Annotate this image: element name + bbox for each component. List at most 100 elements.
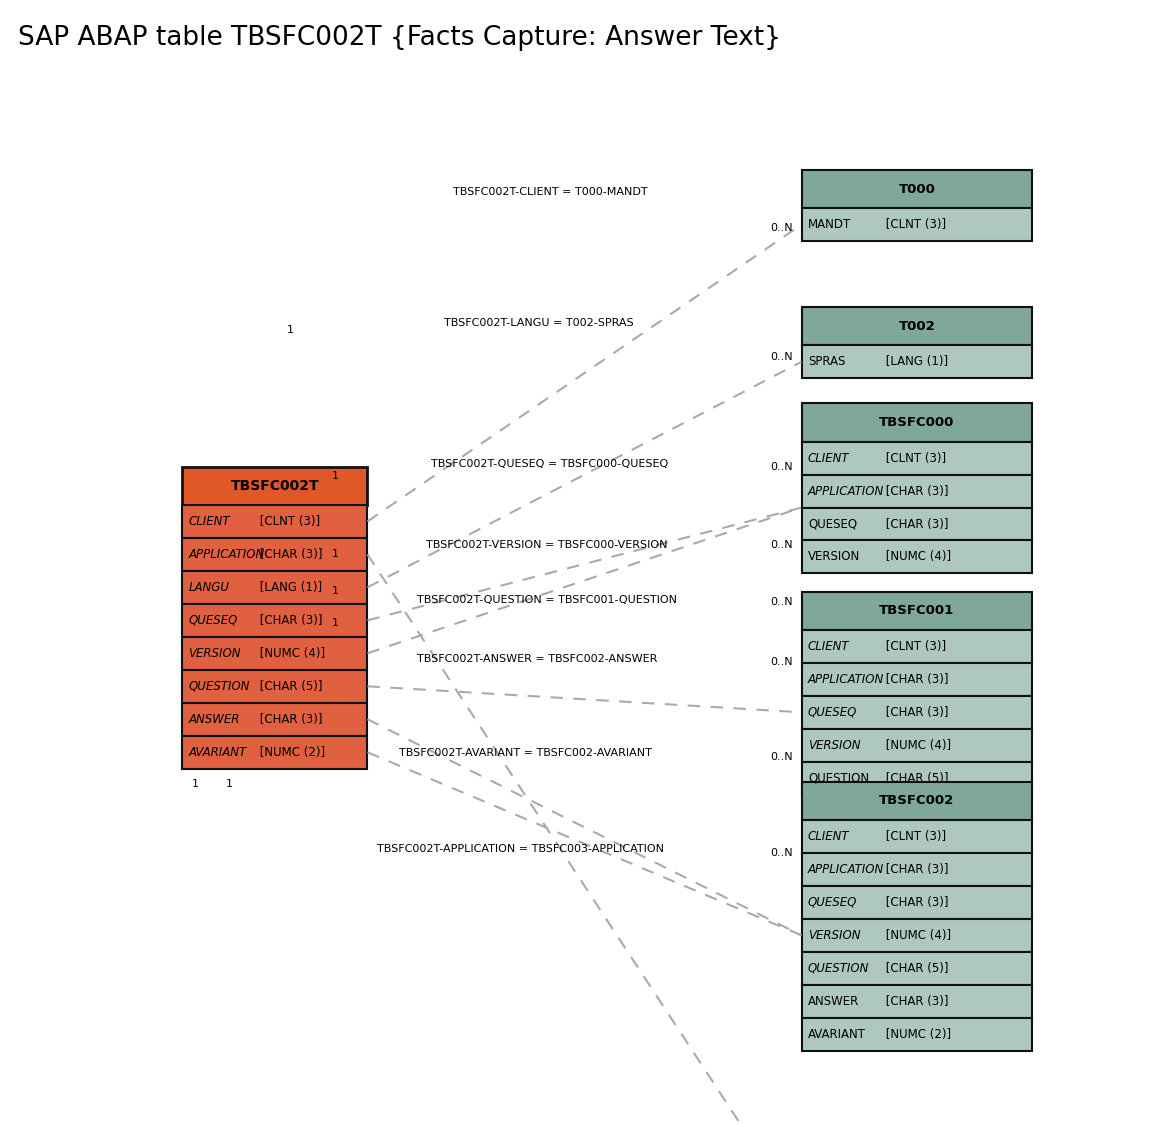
Text: [CHAR (3)]: [CHAR (3)] <box>257 548 323 561</box>
Text: [CHAR (3)]: [CHAR (3)] <box>882 673 949 686</box>
Text: [NUMC (2)]: [NUMC (2)] <box>257 746 326 758</box>
Text: VERSION: VERSION <box>808 550 860 564</box>
Text: 0..N: 0..N <box>770 657 792 667</box>
Text: 0..N: 0..N <box>770 752 792 762</box>
Text: 0..N: 0..N <box>770 352 792 362</box>
FancyBboxPatch shape <box>182 669 368 703</box>
Text: 1: 1 <box>193 779 200 789</box>
Text: TBSFC002T-ANSWER = TBSFC002-ANSWER: TBSFC002T-ANSWER = TBSFC002-ANSWER <box>418 654 657 664</box>
Text: SAP ABAP table TBSFC002T {Facts Capture: Answer Text}: SAP ABAP table TBSFC002T {Facts Capture:… <box>18 25 781 51</box>
FancyBboxPatch shape <box>802 345 1032 379</box>
Text: AVARIANT: AVARIANT <box>188 746 246 758</box>
Text: ANSWER: ANSWER <box>188 712 239 726</box>
FancyBboxPatch shape <box>182 703 368 736</box>
FancyBboxPatch shape <box>802 695 1032 729</box>
FancyBboxPatch shape <box>802 541 1032 574</box>
FancyBboxPatch shape <box>802 307 1032 345</box>
Text: CLIENT: CLIENT <box>188 515 230 527</box>
Text: TBSFC002T-AVARIANT = TBSFC002-AVARIANT: TBSFC002T-AVARIANT = TBSFC002-AVARIANT <box>399 748 652 758</box>
FancyBboxPatch shape <box>182 637 368 669</box>
Text: [CLNT (3)]: [CLNT (3)] <box>882 829 946 843</box>
FancyBboxPatch shape <box>182 538 368 571</box>
Text: 0..N: 0..N <box>770 848 792 858</box>
Text: [NUMC (4)]: [NUMC (4)] <box>882 739 951 752</box>
Text: [NUMC (4)]: [NUMC (4)] <box>882 550 951 564</box>
Text: [LANG (1)]: [LANG (1)] <box>882 355 949 369</box>
FancyBboxPatch shape <box>802 729 1032 762</box>
Text: [NUMC (4)]: [NUMC (4)] <box>257 647 326 659</box>
Text: TBSFC000: TBSFC000 <box>879 416 955 429</box>
Text: 1: 1 <box>333 618 340 628</box>
Text: TBSFC002T-QUESTION = TBSFC001-QUESTION: TBSFC002T-QUESTION = TBSFC001-QUESTION <box>418 595 677 605</box>
Text: TBSFC001: TBSFC001 <box>879 604 955 618</box>
Text: QUESTION: QUESTION <box>808 772 869 784</box>
FancyBboxPatch shape <box>802 208 1032 241</box>
Text: [CHAR (3)]: [CHAR (3)] <box>257 712 323 726</box>
FancyBboxPatch shape <box>802 985 1032 1018</box>
Text: 1: 1 <box>333 471 340 481</box>
Text: [LANG (1)]: [LANG (1)] <box>257 580 322 594</box>
Text: 0..N: 0..N <box>770 223 792 233</box>
Text: QUESEQ: QUESEQ <box>188 614 238 627</box>
Text: [CLNT (3)]: [CLNT (3)] <box>257 515 320 527</box>
FancyBboxPatch shape <box>802 820 1032 853</box>
FancyBboxPatch shape <box>802 762 1032 795</box>
Text: 0..N: 0..N <box>770 597 792 607</box>
Text: CLIENT: CLIENT <box>808 640 850 653</box>
Text: [CHAR (5)]: [CHAR (5)] <box>257 680 323 693</box>
Text: [CHAR (3)]: [CHAR (3)] <box>882 995 949 1008</box>
Text: VERSION: VERSION <box>188 647 240 659</box>
Text: TBSFC002T-APPLICATION = TBSFC003-APPLICATION: TBSFC002T-APPLICATION = TBSFC003-APPLICA… <box>377 844 664 853</box>
FancyBboxPatch shape <box>802 782 1032 820</box>
FancyBboxPatch shape <box>182 736 368 769</box>
FancyBboxPatch shape <box>802 507 1032 541</box>
FancyBboxPatch shape <box>182 505 368 538</box>
FancyBboxPatch shape <box>802 952 1032 985</box>
Text: APPLICATION: APPLICATION <box>808 485 885 497</box>
Text: [CHAR (3)]: [CHAR (3)] <box>882 517 949 531</box>
Text: APPLICATION: APPLICATION <box>808 863 885 876</box>
FancyBboxPatch shape <box>802 403 1032 442</box>
Text: 0..N: 0..N <box>770 462 792 472</box>
Text: [CLNT (3)]: [CLNT (3)] <box>882 452 946 464</box>
Text: [NUMC (4)]: [NUMC (4)] <box>882 929 951 942</box>
Text: APPLICATION: APPLICATION <box>808 673 885 686</box>
Text: TBSFC002: TBSFC002 <box>879 795 955 807</box>
Text: VERSION: VERSION <box>808 929 860 942</box>
Text: T002: T002 <box>899 320 935 332</box>
Text: [CHAR (3)]: [CHAR (3)] <box>882 896 949 908</box>
Text: [CHAR (3)]: [CHAR (3)] <box>882 485 949 497</box>
FancyBboxPatch shape <box>802 442 1032 474</box>
Text: TBSFC002T-QUESEQ = TBSFC000-QUESEQ: TBSFC002T-QUESEQ = TBSFC000-QUESEQ <box>431 459 668 469</box>
Text: TBSFC002T: TBSFC002T <box>230 479 319 492</box>
Text: CLIENT: CLIENT <box>808 829 850 843</box>
Text: [NUMC (2)]: [NUMC (2)] <box>882 1028 951 1040</box>
Text: TBSFC002T-VERSION = TBSFC000-VERSION: TBSFC002T-VERSION = TBSFC000-VERSION <box>426 540 668 550</box>
Text: 1: 1 <box>333 549 340 559</box>
FancyBboxPatch shape <box>802 663 1032 695</box>
FancyBboxPatch shape <box>182 571 368 604</box>
Text: CLIENT: CLIENT <box>808 452 850 464</box>
Text: T000: T000 <box>899 183 935 196</box>
Text: APPLICATION: APPLICATION <box>188 548 265 561</box>
Text: [CHAR (3)]: [CHAR (3)] <box>882 706 949 719</box>
Text: 1: 1 <box>225 779 232 789</box>
Text: QUESTION: QUESTION <box>808 961 869 975</box>
Text: VERSION: VERSION <box>808 739 860 752</box>
Text: SPRAS: SPRAS <box>808 355 845 369</box>
Text: AVARIANT: AVARIANT <box>808 1028 866 1040</box>
Text: [CLNT (3)]: [CLNT (3)] <box>882 219 946 231</box>
FancyBboxPatch shape <box>802 630 1032 663</box>
Text: [CHAR (3)]: [CHAR (3)] <box>882 863 949 876</box>
Text: 0..N: 0..N <box>770 540 792 550</box>
Text: TBSFC002T-CLIENT = T000-MANDT: TBSFC002T-CLIENT = T000-MANDT <box>453 187 648 196</box>
FancyBboxPatch shape <box>802 886 1032 919</box>
FancyBboxPatch shape <box>182 604 368 637</box>
Text: QUESEQ: QUESEQ <box>808 517 857 531</box>
FancyBboxPatch shape <box>802 853 1032 886</box>
FancyBboxPatch shape <box>802 170 1032 208</box>
Text: LANGU: LANGU <box>188 580 230 594</box>
Text: [CHAR (3)]: [CHAR (3)] <box>257 614 323 627</box>
Text: QUESEQ: QUESEQ <box>808 896 858 908</box>
Text: 1: 1 <box>287 326 294 336</box>
